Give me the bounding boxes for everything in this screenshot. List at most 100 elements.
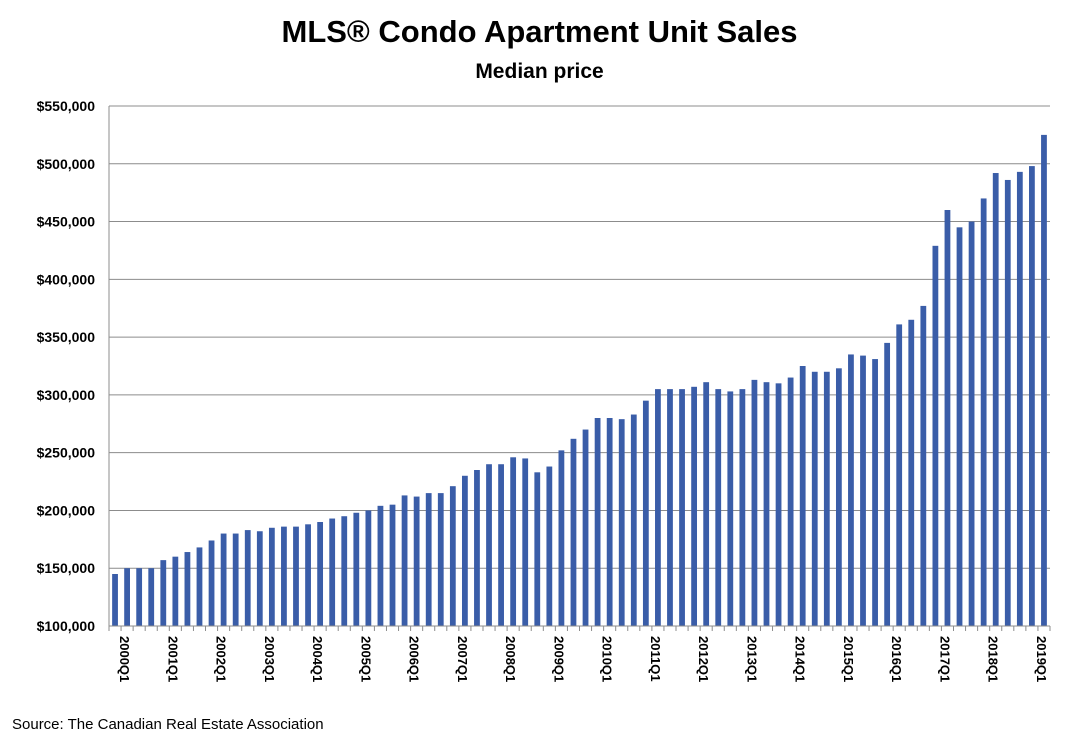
- x-tick-label: 2013Q1: [744, 636, 759, 682]
- bar: [872, 359, 878, 626]
- bar: [365, 510, 372, 626]
- bar: [848, 354, 854, 626]
- y-tick-label: $400,000: [37, 271, 96, 287]
- bar: [570, 438, 577, 626]
- x-tick-label: 2015Q1: [841, 636, 856, 682]
- x-tick-label: 2019Q1: [1034, 636, 1049, 682]
- x-tick-label: 2012Q1: [696, 636, 711, 682]
- y-tick-label: $100,000: [37, 618, 96, 634]
- bar: [425, 493, 432, 626]
- axes: [108, 106, 1051, 631]
- chart-subtitle: Median price: [475, 60, 604, 83]
- bar: [992, 173, 999, 626]
- bar: [112, 574, 118, 626]
- x-tick-label: 2010Q1: [600, 636, 615, 682]
- bar: [1004, 179, 1011, 626]
- x-tick-label: 2005Q1: [358, 636, 373, 682]
- bar: [908, 319, 915, 626]
- bar: [498, 464, 504, 626]
- bar: [655, 389, 661, 626]
- bar: [594, 418, 601, 626]
- y-tick-label: $200,000: [37, 502, 96, 518]
- y-tick-label: $350,000: [37, 329, 96, 345]
- bar: [558, 450, 565, 626]
- bar: [775, 383, 782, 626]
- bar: [691, 386, 698, 626]
- x-tick-label: 2018Q1: [986, 636, 1001, 682]
- chart-title: MLS® Condo Apartment Unit Sales: [281, 14, 798, 49]
- bar: [160, 560, 167, 626]
- x-tick-label: 2016Q1: [889, 636, 904, 682]
- bar: [293, 526, 299, 626]
- y-tick-labels: $100,000 $150,000 $200,000 $250,000 $300,000…: [37, 98, 96, 634]
- bar: [534, 472, 541, 626]
- bar: [860, 355, 866, 626]
- bar: [220, 533, 227, 626]
- bar: [703, 382, 710, 626]
- bar: [582, 429, 589, 626]
- bar: [208, 540, 215, 626]
- bar: [944, 210, 951, 626]
- bars: [112, 134, 1047, 627]
- bar: [1016, 171, 1023, 626]
- bar: [1041, 134, 1047, 626]
- bar: [256, 531, 263, 626]
- bar: [281, 526, 287, 626]
- bar: [437, 493, 444, 626]
- bar: [823, 371, 830, 626]
- bar: [835, 368, 842, 626]
- bar: [268, 527, 275, 626]
- bar: [739, 389, 746, 626]
- bar: [956, 227, 963, 627]
- bar: [787, 377, 794, 626]
- bar: [968, 221, 975, 627]
- x-tick-label: 2001Q1: [165, 636, 180, 682]
- bar: [377, 505, 384, 626]
- y-tick-label: $450,000: [37, 214, 96, 230]
- bar: [401, 495, 408, 626]
- x-tick-label: 2003Q1: [262, 636, 277, 682]
- bar: [413, 496, 420, 626]
- bar: [727, 391, 734, 626]
- bar: [642, 400, 649, 626]
- bar: [196, 547, 203, 626]
- bar: [679, 389, 685, 626]
- x-tick-labels: 2000Q1 2001Q1 2002Q1 2003Q1 2004Q1 2005Q1 2006…: [117, 636, 1049, 682]
- x-tick-label: 2002Q1: [214, 636, 229, 682]
- y-tick-label: $500,000: [37, 156, 96, 172]
- bar: [232, 533, 239, 626]
- y-tick-label: $250,000: [37, 445, 96, 461]
- x-tick-label: 2006Q1: [407, 636, 422, 682]
- bar: [474, 470, 480, 626]
- bar: [389, 504, 396, 626]
- bar: [124, 568, 130, 626]
- bar: [1029, 166, 1035, 627]
- bar: [546, 466, 553, 626]
- bar: [353, 512, 360, 626]
- bar: [461, 475, 468, 626]
- y-tick-label: $550,000: [37, 98, 96, 114]
- bar: [980, 198, 987, 626]
- bar: [329, 518, 336, 626]
- bar: [763, 382, 770, 626]
- x-tick-label: 2011Q1: [648, 636, 663, 682]
- bar: [751, 379, 758, 626]
- bar: [244, 530, 251, 626]
- bar: [932, 245, 939, 627]
- x-tick-label: 2017Q1: [937, 636, 952, 682]
- source-note: Source: The Canadian Real Estate Associa…: [12, 716, 324, 733]
- bar: [920, 305, 927, 626]
- y-tick-label: $300,000: [37, 387, 96, 403]
- bar: [184, 552, 191, 626]
- bar: [305, 524, 311, 626]
- x-tick-label: 2009Q1: [551, 636, 566, 682]
- x-tick-label: 2000Q1: [117, 636, 132, 682]
- bar: [896, 324, 903, 626]
- x-tick-label: 2004Q1: [310, 636, 325, 682]
- bar: [148, 568, 155, 626]
- x-tick-label: 2014Q1: [793, 636, 808, 682]
- bar: [172, 556, 179, 626]
- bar: [811, 371, 818, 626]
- bar: [667, 389, 673, 626]
